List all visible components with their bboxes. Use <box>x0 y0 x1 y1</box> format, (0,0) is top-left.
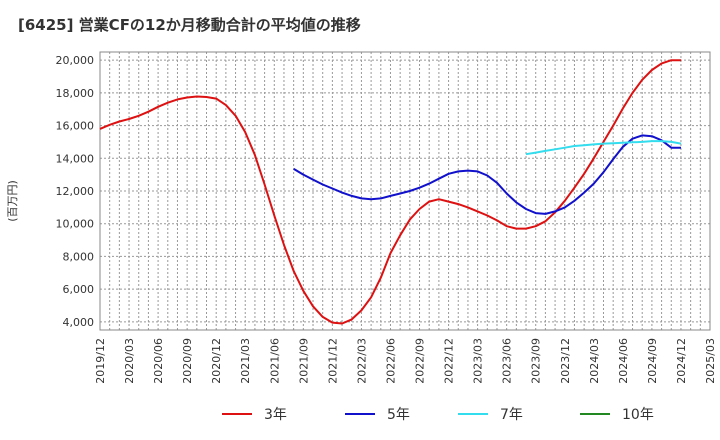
series-line-7年 <box>525 140 682 156</box>
series-line-5年 <box>293 134 681 215</box>
x-tick-label: 2023/09 <box>530 338 543 384</box>
legend-label: 7年 <box>500 407 523 423</box>
legend-label: 3年 <box>264 407 287 423</box>
legend: 3年 5年 7年 10年 <box>222 407 654 423</box>
x-tick-label: 2021/09 <box>297 338 310 384</box>
x-tick-label: 2021/12 <box>326 338 339 384</box>
x-tick-label: 2025/03 <box>704 338 717 384</box>
x-tick-label: 2022/03 <box>355 338 368 384</box>
y-axis: 4,000 6,000 8,000 10,000 12,000 14,000 16,000 1… <box>56 54 95 329</box>
x-tick-label: 2024/03 <box>588 338 601 384</box>
chart-title: [6425] 営業CFの12か月移動合計の平均値の推移 <box>18 16 361 34</box>
x-tick-label: 2019/12 <box>94 338 107 384</box>
x-axis: 2019/12 2020/03 2020/06 2020/09 2020/12 2021/… <box>94 338 717 384</box>
x-tick-label: 2023/06 <box>501 338 514 384</box>
x-tick-label: 2021/06 <box>268 338 281 384</box>
x-tick-label: 2023/03 <box>472 338 485 384</box>
x-tick-label: 2022/12 <box>443 338 456 384</box>
y-tick-label: 20,000 <box>56 54 95 67</box>
series-line-3年 <box>99 59 681 325</box>
y-tick-label: 4,000 <box>63 316 95 329</box>
x-tick-label: 2024/12 <box>675 338 688 384</box>
x-tick-label: 2020/03 <box>123 338 136 384</box>
y-tick-label: 8,000 <box>63 250 95 263</box>
legend-label: 5年 <box>387 407 410 423</box>
plot-frame <box>99 51 711 331</box>
legend-label: 10年 <box>622 407 654 423</box>
x-tick-label: 2020/06 <box>152 338 165 384</box>
y-tick-label: 14,000 <box>56 152 95 165</box>
x-tick-label: 2022/06 <box>384 338 397 384</box>
y-tick-label: 16,000 <box>56 120 95 133</box>
x-tick-label: 2020/09 <box>181 338 194 384</box>
x-tick-label: 2022/09 <box>414 338 427 384</box>
x-tick-label: 2021/03 <box>239 338 252 384</box>
y-tick-label: 12,000 <box>56 185 95 198</box>
y-tick-label: 6,000 <box>63 283 95 296</box>
x-tick-label: 2023/12 <box>559 338 572 384</box>
y-tick-label: 18,000 <box>56 87 95 100</box>
x-tick-label: 2024/06 <box>617 338 630 384</box>
y-tick-label: 10,000 <box>56 218 95 231</box>
x-tick-label: 2020/12 <box>210 338 223 384</box>
grid <box>99 52 711 330</box>
series-group <box>99 59 682 325</box>
y-axis-label: (百万円) <box>6 180 19 222</box>
x-tick-label: 2024/09 <box>646 338 659 384</box>
